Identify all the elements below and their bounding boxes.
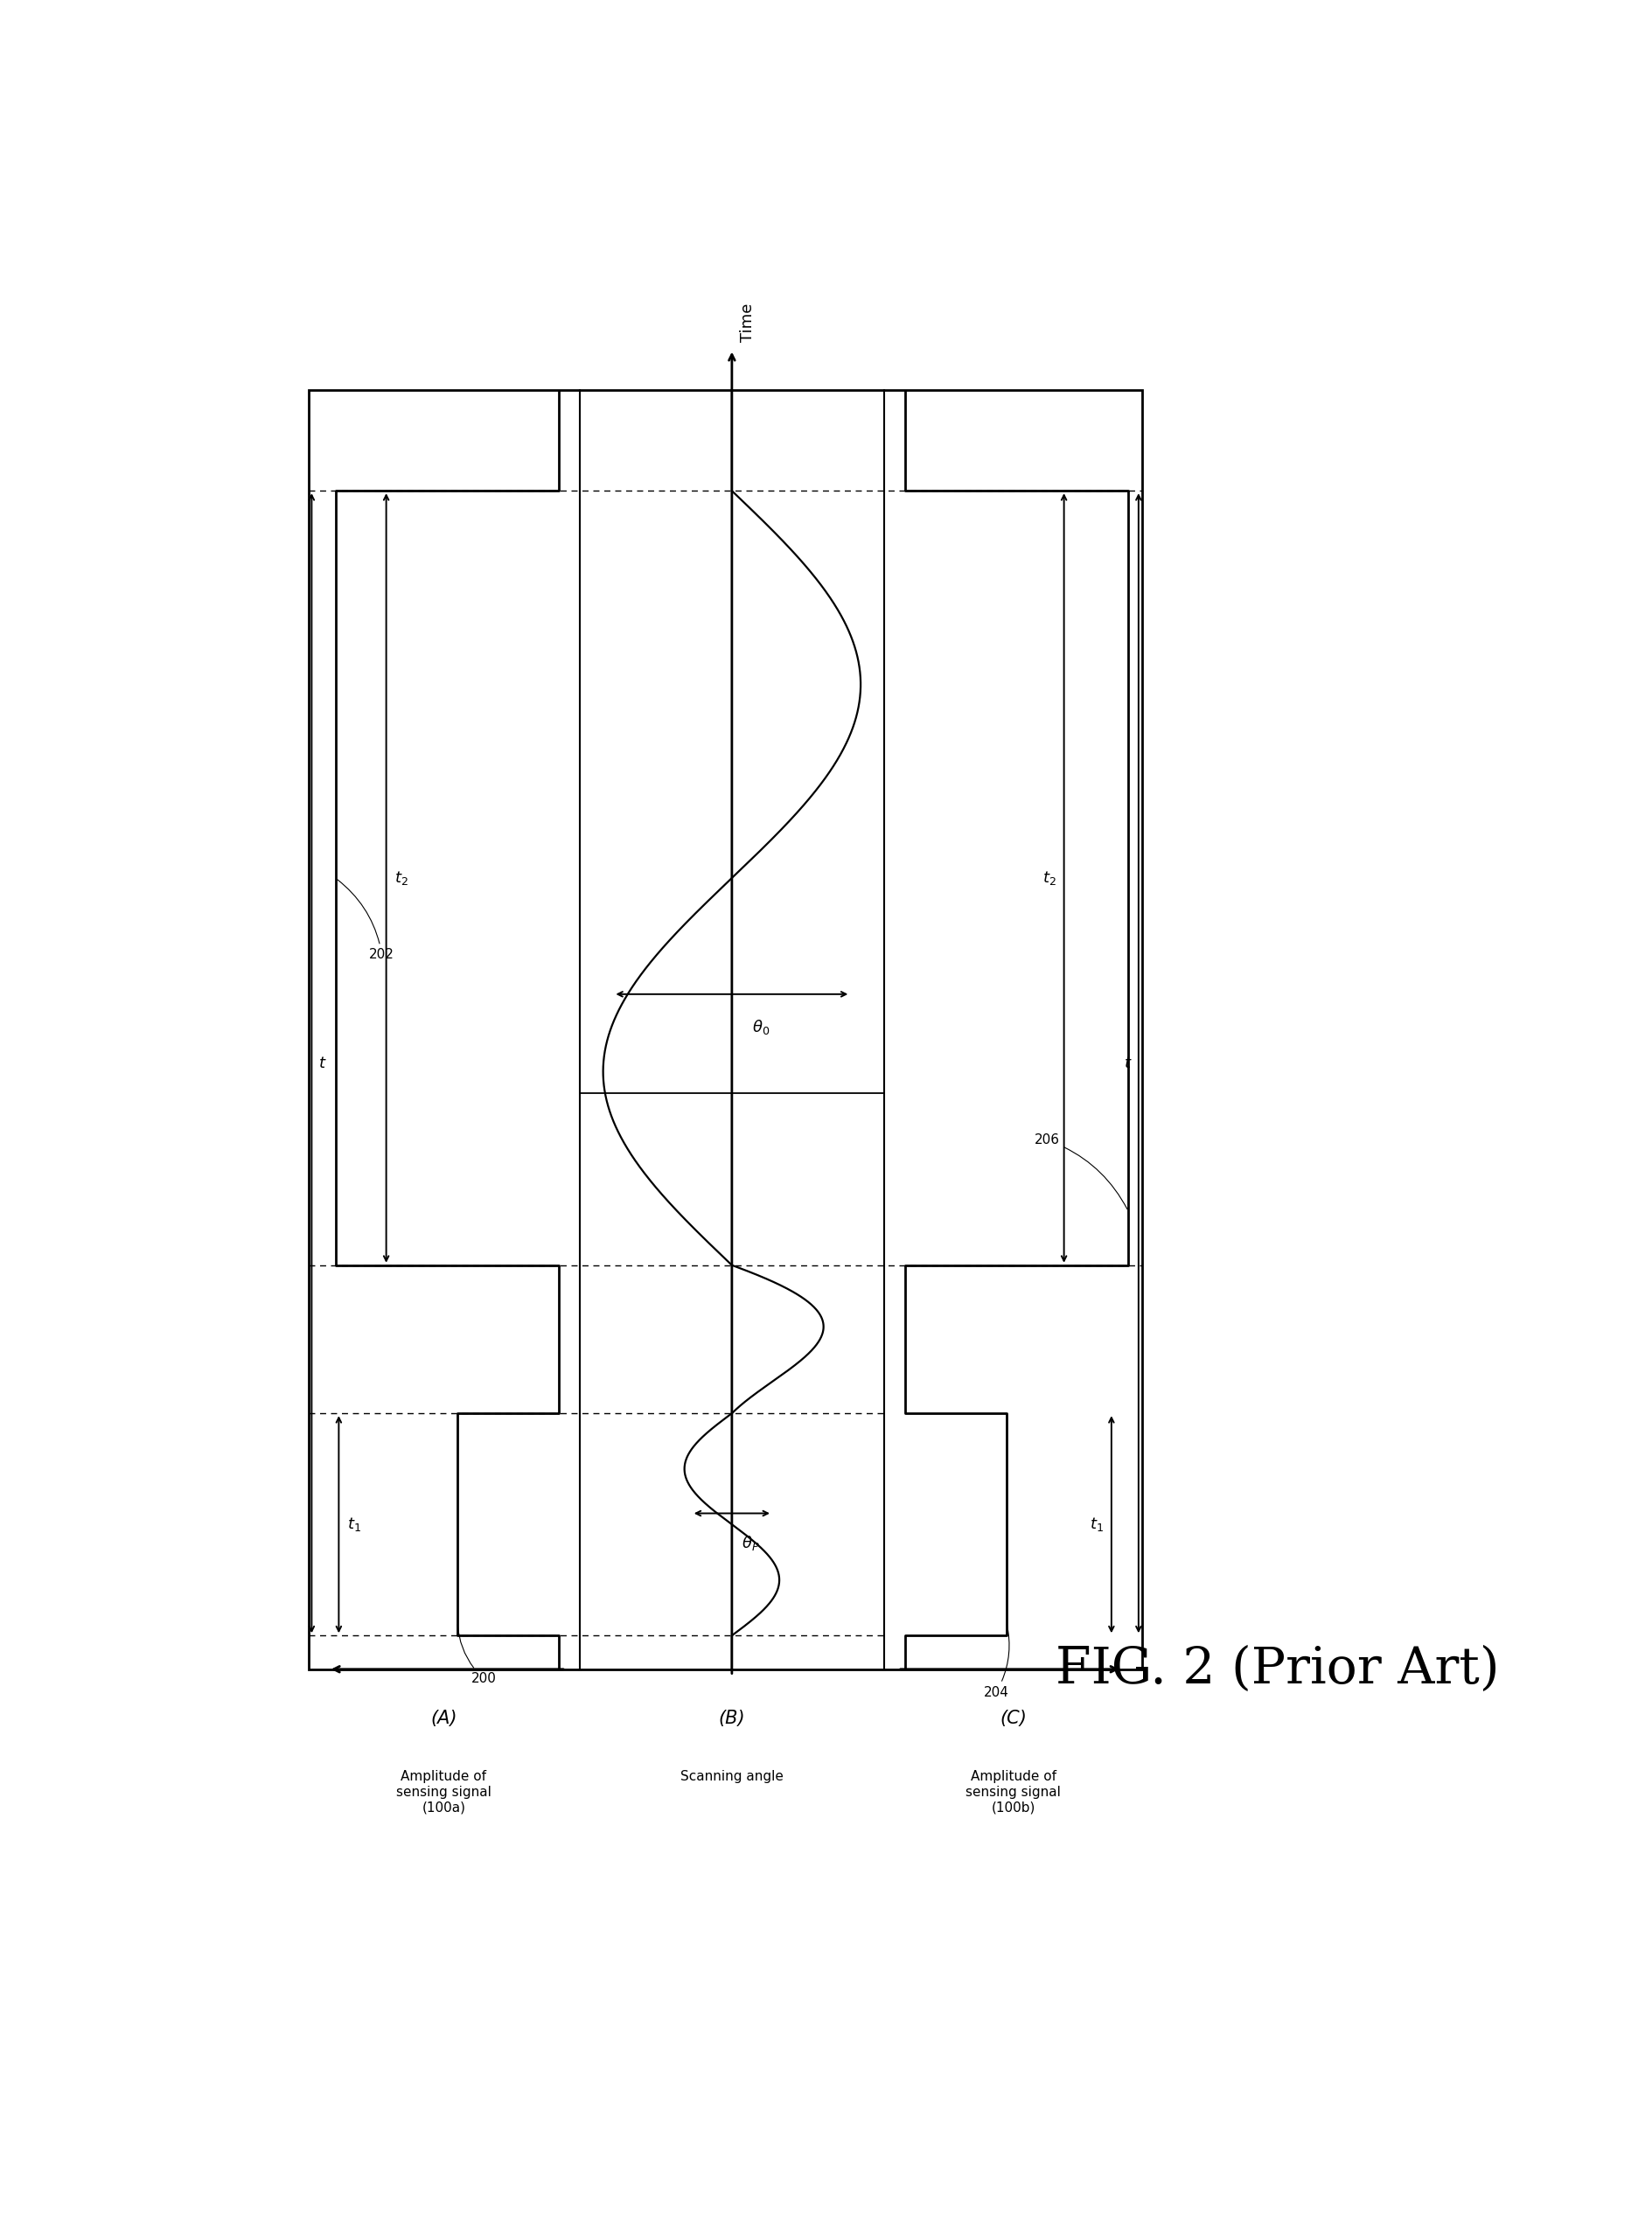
Text: 200: 200: [458, 1624, 496, 1686]
Text: 206: 206: [1034, 1135, 1127, 1210]
Text: (B): (B): [719, 1709, 745, 1726]
Text: Amplitude of
sensing signal
(100a): Amplitude of sensing signal (100a): [396, 1771, 491, 1813]
Text: 202: 202: [337, 880, 395, 962]
Bar: [309, 390, 1142, 1669]
Text: 204: 204: [983, 1624, 1009, 1700]
Text: (C): (C): [999, 1709, 1026, 1726]
Text: Time: Time: [740, 304, 755, 341]
Text: FIG. 2 (Prior Art): FIG. 2 (Prior Art): [1056, 1644, 1498, 1693]
Text: Amplitude of
sensing signal
(100b): Amplitude of sensing signal (100b): [965, 1771, 1061, 1813]
Text: $t$: $t$: [1123, 1055, 1132, 1070]
Text: $\theta_P$: $\theta_P$: [742, 1533, 760, 1551]
Text: $\theta_0$: $\theta_0$: [752, 1017, 770, 1037]
Text: (A): (A): [430, 1709, 458, 1726]
Text: $t_2$: $t_2$: [395, 869, 408, 886]
Text: $t_2$: $t_2$: [1041, 869, 1056, 886]
Text: Scanning angle: Scanning angle: [681, 1771, 783, 1784]
Text: $t$: $t$: [319, 1055, 327, 1070]
Text: $t_1$: $t_1$: [347, 1516, 360, 1533]
Text: $t_1$: $t_1$: [1089, 1516, 1104, 1533]
